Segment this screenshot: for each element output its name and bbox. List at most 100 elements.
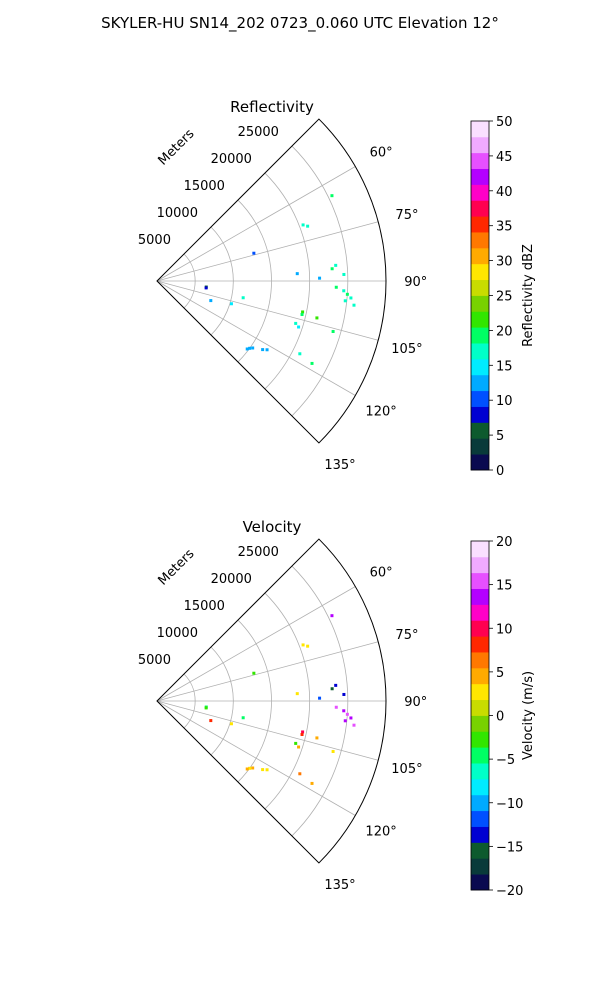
colorbar-tick-label: 15 [496,579,513,594]
colorbar-tick-label: 40 [496,185,513,200]
colorbar-segment [471,121,489,138]
data-point [204,706,208,710]
theta-grid-line [156,700,379,761]
data-point [345,292,349,296]
data-point [241,716,245,720]
theta-tick-label: 75° [395,628,418,643]
theta-tick-label: 135° [324,458,355,473]
r-tick-label: 5000 [138,653,171,668]
colorbar-segment [471,731,489,748]
theta-tick-label: 60° [370,566,393,581]
colorbar-segment [471,842,489,859]
colorbar-segment [471,327,489,344]
theta-grid-line [156,221,379,282]
data-point [301,310,305,314]
data-point [345,712,349,716]
theta-tick-label: 90° [404,695,427,710]
colorbar-segment [471,556,489,574]
colorbar-tick-label: 45 [496,150,513,165]
colorbar-tick-label: 50 [496,115,513,130]
radial-axis-label: Meters [156,546,198,588]
data-point [330,194,334,198]
colorbar-segment [471,358,489,376]
data-point [295,692,299,696]
data-point [229,722,233,726]
data-point [252,251,256,255]
colorbar-tick-label: 10 [496,622,513,637]
colorbar-tick-label: 15 [496,359,513,374]
polar-frame [156,118,387,444]
r-tick-label: 10000 [157,206,198,221]
colorbar-segment [471,620,489,637]
theta-tick-label: 105° [391,342,422,357]
colorbar-segment [471,747,489,764]
data-point [352,303,356,307]
colorbar-segment [471,152,489,169]
colorbar-tick-label: −20 [496,884,523,899]
colorbar-segment [471,136,489,154]
colorbar-segment [471,438,489,455]
data-point [330,267,334,271]
data-point [301,730,305,734]
theta-grid-line [156,280,379,341]
data-point [310,361,314,365]
data-point [229,302,233,306]
colorbar-segment [471,390,489,407]
colorbar-segment [471,422,489,439]
colorbar-tick-label: −15 [496,840,523,855]
r-tick-label: 5000 [138,233,171,248]
data-point [352,723,356,727]
data-point [343,299,347,303]
r-tick-label: 15000 [184,179,225,194]
data-point [330,614,334,618]
data-point [251,346,255,350]
polar-frame [156,538,387,864]
colorbar-tick-label: −10 [496,797,523,812]
colorbar-segment [471,604,489,621]
data-point [334,263,338,267]
colorbar-tick-label: 25 [496,290,513,305]
data-point [334,683,338,687]
theta-tick-label: 120° [365,824,396,839]
theta-grid-line [156,641,379,702]
data-point [261,768,265,772]
data-point [300,732,304,736]
colorbar-label: Velocity (m/s) [521,671,536,760]
data-point [334,705,338,709]
data-point [252,671,256,675]
data-point [330,687,334,691]
colorbar-segment [471,778,489,796]
theta-grid-line [156,280,356,396]
colorbar-segment [471,683,489,701]
data-point [294,741,298,745]
r-tick-label: 15000 [184,599,225,614]
r-tick-label: 25000 [238,545,279,560]
colorbar-segment [471,184,489,201]
colorbar-segment [471,216,489,233]
data-point [306,644,310,648]
data-point [331,749,335,753]
theta-tick-label: 120° [365,404,396,419]
data-point [342,289,346,293]
theta-tick-label: 75° [395,208,418,223]
data-point [349,716,353,720]
colorbar-segment [471,200,489,217]
data-point [349,296,353,300]
data-point [331,329,335,333]
colorbar-tick-label: −5 [496,753,515,768]
data-point [301,223,305,227]
panel-title: Velocity [243,518,302,536]
data-point [318,276,322,280]
colorbar-segment [471,168,489,185]
data-point [342,272,346,276]
theta-grid-line [156,586,356,702]
reflectivity-panel: 5000 10000 15000 20000 25000 Meters 60° 75° 90° 1… [138,98,536,479]
colorbar-segment [471,858,489,875]
data-point [251,766,255,770]
data-point [315,316,319,320]
colorbar-segment [471,874,489,891]
colorbar-tick-label: 10 [496,394,513,409]
theta-tick-label: 135° [324,878,355,893]
data-point [294,321,298,325]
colorbar-segment [471,699,489,716]
